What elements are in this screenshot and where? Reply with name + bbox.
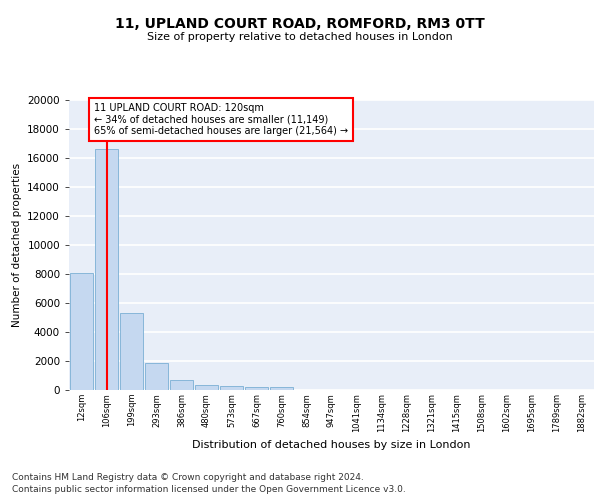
- Y-axis label: Number of detached properties: Number of detached properties: [11, 163, 22, 327]
- Text: Size of property relative to detached houses in London: Size of property relative to detached ho…: [147, 32, 453, 42]
- Bar: [120, 313, 143, 390]
- Bar: [245, 387, 268, 390]
- Bar: [95, 150, 118, 390]
- Text: Contains public sector information licensed under the Open Government Licence v3: Contains public sector information licen…: [12, 485, 406, 494]
- Bar: [145, 363, 168, 390]
- Bar: [195, 385, 218, 390]
- Text: 11 UPLAND COURT ROAD: 120sqm
← 34% of detached houses are smaller (11,149)
65% o: 11 UPLAND COURT ROAD: 120sqm ← 34% of de…: [94, 103, 348, 136]
- Bar: [70, 272, 93, 390]
- Text: Contains HM Land Registry data © Crown copyright and database right 2024.: Contains HM Land Registry data © Crown c…: [12, 472, 364, 482]
- Text: 11, UPLAND COURT ROAD, ROMFORD, RM3 0TT: 11, UPLAND COURT ROAD, ROMFORD, RM3 0TT: [115, 18, 485, 32]
- Bar: [220, 386, 243, 390]
- Bar: [170, 380, 193, 390]
- Bar: [270, 388, 293, 390]
- X-axis label: Distribution of detached houses by size in London: Distribution of detached houses by size …: [192, 440, 471, 450]
